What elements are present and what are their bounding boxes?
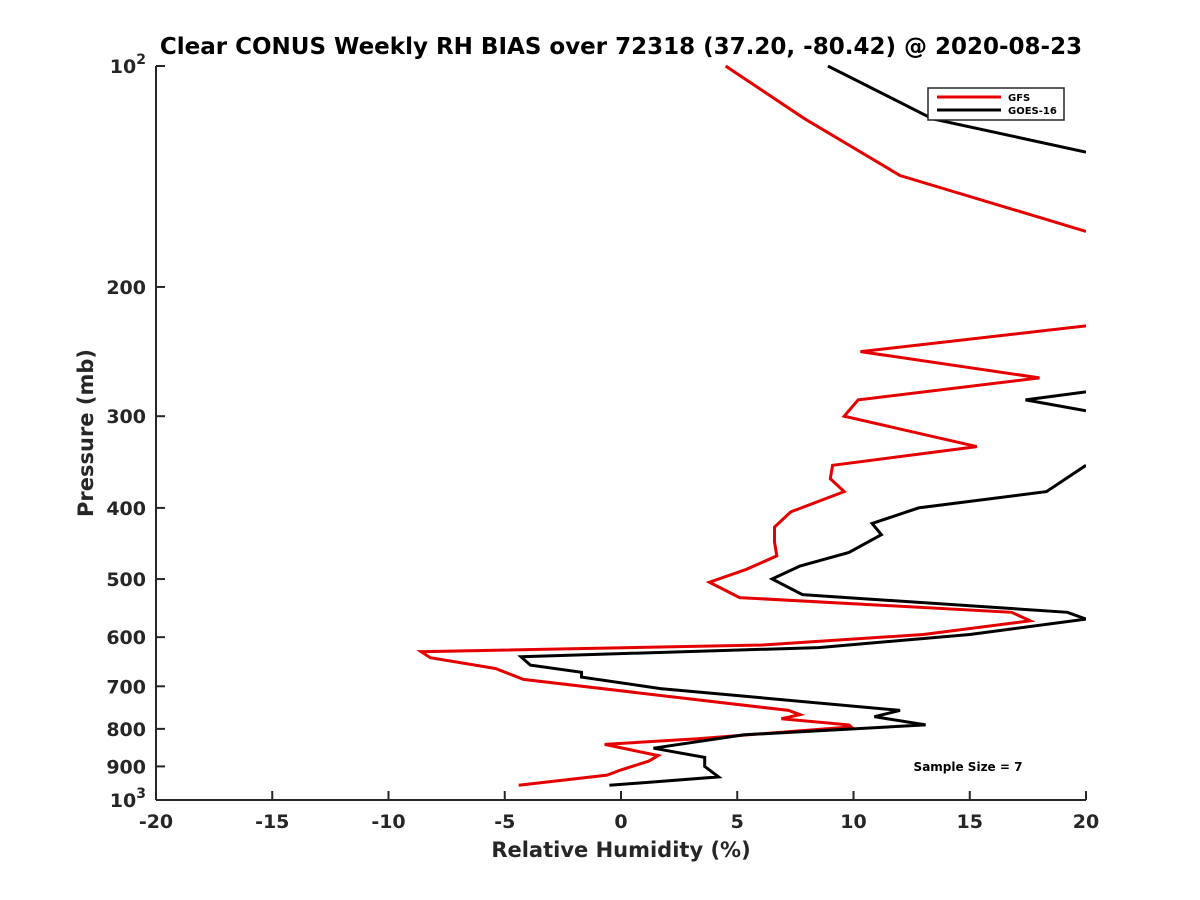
x-tick-label: 0 [614, 811, 627, 833]
legend-label-goes-16: GOES-16 [1008, 106, 1057, 117]
y-tick-label: 400 [106, 498, 146, 520]
y-tick-label: 700 [106, 676, 146, 698]
y-tick-label: 102 [110, 52, 146, 78]
y-tick-label: 900 [106, 756, 146, 778]
chart-title: Clear CONUS Weekly RH BIAS over 72318 (3… [160, 34, 1082, 60]
y-tick-label: 500 [106, 569, 146, 591]
y-tick-label: 200 [106, 277, 146, 299]
x-tick-label: 10 [840, 811, 866, 833]
x-tick-label: -10 [371, 811, 405, 833]
y-tick-label: 600 [106, 627, 146, 649]
x-tick-label: -20 [139, 811, 173, 833]
sample-size-annotation: Sample Size = 7 [914, 760, 1023, 774]
legend: GFS GOES-16 [927, 87, 1065, 121]
y-axis-label: Pressure (mb) [74, 349, 98, 517]
x-tick-label: -15 [255, 811, 289, 833]
x-tick-label: 5 [731, 811, 744, 833]
x-axis-label: Relative Humidity (%) [491, 838, 750, 862]
x-tick-label: 20 [1073, 811, 1099, 833]
plot-area: -20 -15 -10 -5 0 5 10 15 20 102 200 300 400 500 600 700… [106, 52, 1099, 833]
legend-label-gfs: GFS [1008, 93, 1030, 104]
x-tick-label: -5 [494, 811, 515, 833]
y-tick-label: 300 [106, 406, 146, 428]
legend-box [927, 87, 1065, 121]
y-tick-label: 103 [110, 786, 146, 812]
x-tick-label: 15 [957, 811, 983, 833]
series-line-gfs [416, 65, 1086, 787]
y-tick-label: 800 [106, 719, 146, 741]
